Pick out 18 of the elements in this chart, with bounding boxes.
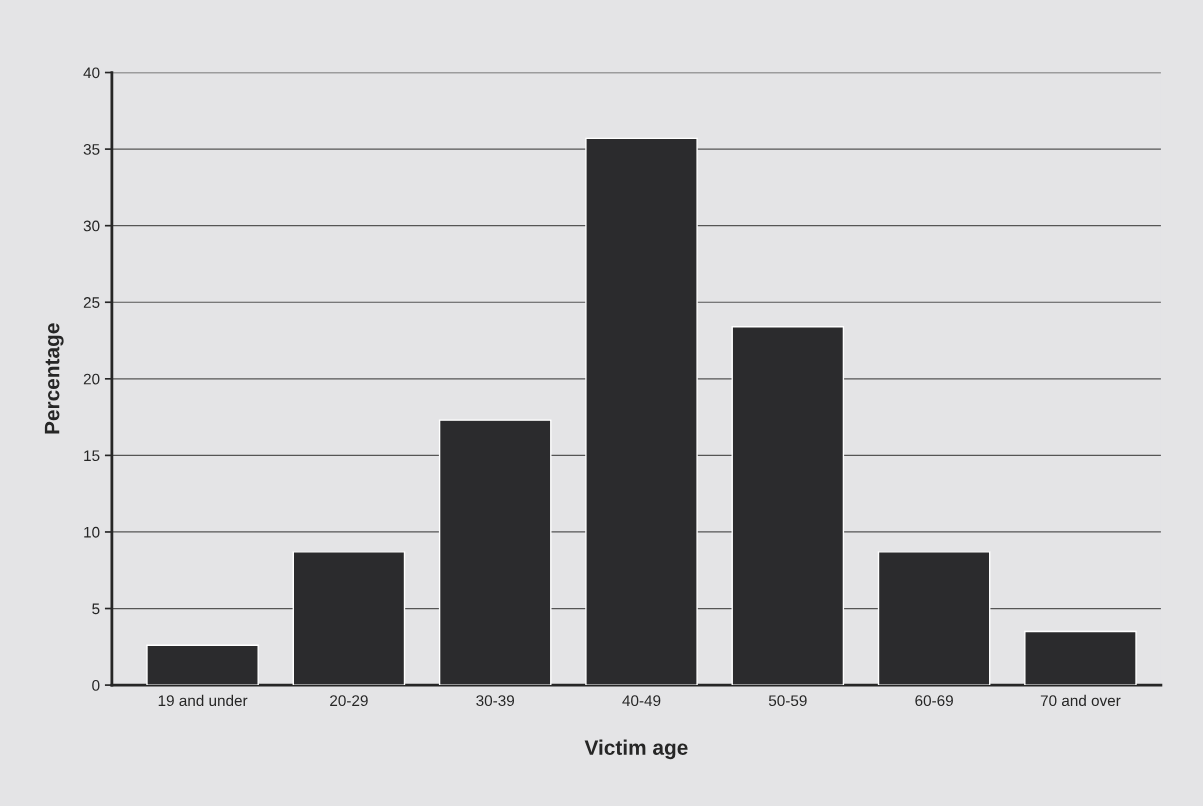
x-tick-label: 30-39 (476, 695, 515, 707)
y-axis-title: Percentage (44, 323, 64, 434)
y-tick-label: 15 (84, 450, 100, 462)
y-tick-label: 40 (83, 67, 100, 79)
y-tick-label: 0 (92, 679, 100, 691)
x-tick-label: 19 and under (158, 694, 248, 707)
y-tick-label: 5 (92, 603, 100, 615)
x-tick-label: 40-49 (622, 695, 661, 707)
y-tick-label: 30 (83, 220, 100, 232)
x-axis-title: Victim age (584, 739, 688, 760)
x-tick-label: 70 and over (1040, 694, 1121, 707)
x-tick-label: 20-29 (330, 695, 368, 707)
y-tick-label: 25 (83, 297, 100, 308)
x-tick-label: 60-69 (915, 695, 953, 707)
y-tick-label: 20 (83, 373, 100, 385)
x-tick-label: 50-59 (768, 695, 807, 707)
y-tick-label: 35 (83, 143, 100, 155)
y-tick-label: 10 (84, 526, 100, 538)
